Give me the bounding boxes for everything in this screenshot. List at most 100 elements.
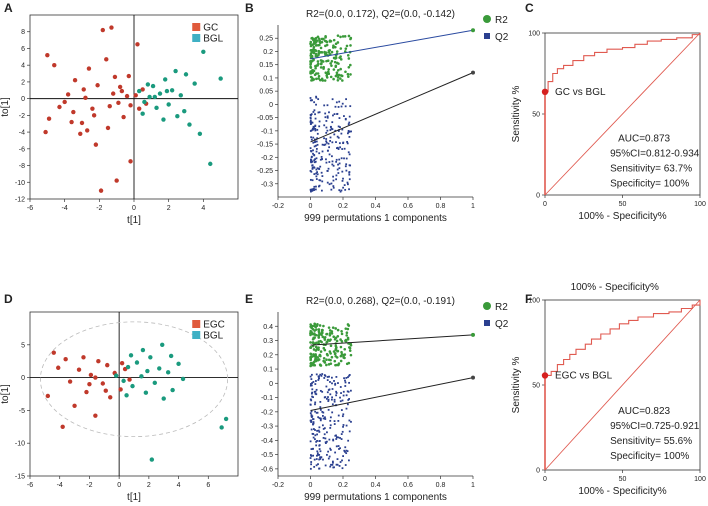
perm-point-q2 xyxy=(344,381,347,384)
perm-point-r2 xyxy=(316,72,320,75)
perm-point-q2 xyxy=(309,384,312,387)
perm-point-q2 xyxy=(312,418,315,421)
perm-point-q2 xyxy=(309,467,312,470)
scatter-point-gc xyxy=(104,57,109,62)
perm-point-q2 xyxy=(312,381,315,383)
perm-point-q2 xyxy=(314,117,317,120)
perm-point-r2 xyxy=(314,49,318,53)
perm-point-q2 xyxy=(348,130,351,133)
perm-point-q2 xyxy=(312,128,314,131)
perm-point-q2 xyxy=(319,179,322,182)
y-tick-label: -8 xyxy=(19,163,25,170)
y-tick-label: -0.4 xyxy=(261,438,273,445)
perm-point-q2 xyxy=(326,116,329,119)
perm-point-q2 xyxy=(325,140,328,143)
scatter-point-egc xyxy=(96,359,101,364)
perm-point-q2 xyxy=(311,448,314,450)
perm-point-q2 xyxy=(328,153,331,156)
perm-point-q2 xyxy=(317,416,320,419)
perm-point-q2 xyxy=(345,449,348,452)
legend-label: GC xyxy=(203,23,218,34)
perm-point-r2 xyxy=(321,37,325,41)
y-tick-label: 0.2 xyxy=(263,352,273,359)
perm-point-q2 xyxy=(312,127,315,130)
perm-point-r2 xyxy=(334,347,338,351)
legend-marker-q2 xyxy=(484,320,490,326)
perm-point-q2 xyxy=(328,111,330,114)
perm-point-q2 xyxy=(338,167,341,170)
perm-point-r2 xyxy=(328,339,332,342)
y-tick-label: 0.4 xyxy=(263,324,273,331)
perm-point-q2 xyxy=(326,431,328,434)
perm-point-q2 xyxy=(321,410,324,413)
legend-label: BGL xyxy=(203,331,223,342)
perm-point-r2 xyxy=(339,35,342,39)
scatter-point-gc xyxy=(140,87,145,92)
perm-point-r2 xyxy=(319,339,322,343)
perm-point-q2 xyxy=(336,168,339,171)
perm-point-q2 xyxy=(338,142,341,145)
scatter-point-gc xyxy=(128,103,133,108)
perm-point-r2 xyxy=(340,329,343,333)
perm-point-r2 xyxy=(330,332,334,335)
perm-point-r2 xyxy=(325,76,329,79)
scatter-point-gc xyxy=(69,119,74,125)
perm-point-r2 xyxy=(337,62,340,65)
perm-point-r2 xyxy=(310,76,314,80)
perm-point-r2 xyxy=(309,49,313,52)
perm-point-q2 xyxy=(343,449,346,452)
scatter-point-bgl xyxy=(183,72,189,77)
x-axis-label: 100% - Specificity% xyxy=(578,486,666,497)
perm-point-q2 xyxy=(317,98,320,101)
perm-point-q2 xyxy=(331,141,334,144)
perm-point-q2 xyxy=(315,373,318,376)
perm-point-q2 xyxy=(342,142,344,145)
perm-point-r2 xyxy=(336,68,340,72)
perm-point-q2 xyxy=(314,401,317,404)
perm-point-q2 xyxy=(327,398,330,401)
perm-point-r2 xyxy=(314,66,317,70)
perm-point-r2 xyxy=(317,346,320,349)
perm-point-r2 xyxy=(333,352,337,356)
perm-point-q2 xyxy=(339,190,342,193)
perm-point-q2 xyxy=(319,158,322,161)
perm-point-q2 xyxy=(309,412,312,415)
perm-point-r2 xyxy=(341,79,344,82)
perm-point-r2 xyxy=(325,332,328,336)
perm-point-r2 xyxy=(325,363,328,367)
perm-point-q2 xyxy=(321,150,324,153)
scatter-point-bgl xyxy=(152,380,157,386)
perm-point-r2 xyxy=(336,41,340,44)
perm-point-r2 xyxy=(320,40,324,44)
perm-point-q2 xyxy=(315,388,318,391)
perm-point-q2 xyxy=(320,189,323,192)
perm-point-q2 xyxy=(318,458,321,461)
perm-point-r2 xyxy=(309,346,312,350)
perm-point-r2 xyxy=(327,49,331,52)
perm-point-r2 xyxy=(336,349,340,353)
perm-point-q2 xyxy=(314,383,317,385)
x-tick-label: -0.2 xyxy=(272,482,284,489)
perm-point-q2 xyxy=(318,120,321,123)
perm-point-r2 xyxy=(314,345,318,349)
scatter-point-bgl xyxy=(182,108,187,114)
perm-point-r2 xyxy=(319,350,323,353)
perm-point-q2 xyxy=(310,150,313,153)
perm-point-q2 xyxy=(314,429,316,431)
perm-point-q2 xyxy=(344,105,347,108)
y-tick-label: -10 xyxy=(15,441,25,448)
perm-point-r2 xyxy=(319,46,323,50)
perm-point-q2 xyxy=(342,177,344,180)
perm-point-r2 xyxy=(317,77,320,80)
scatter-point-bgl xyxy=(223,416,229,422)
perm-point-r2 xyxy=(328,40,332,43)
scatter-point-gc xyxy=(81,87,86,92)
roc-curve xyxy=(545,300,701,377)
perm-point-q2 xyxy=(321,180,324,183)
perm-point-q2 xyxy=(348,381,350,384)
perm-point-q2 xyxy=(340,157,343,160)
perm-point-r2 xyxy=(314,43,318,47)
perm-point-q2 xyxy=(315,140,318,143)
perm-point-r2 xyxy=(310,37,313,40)
